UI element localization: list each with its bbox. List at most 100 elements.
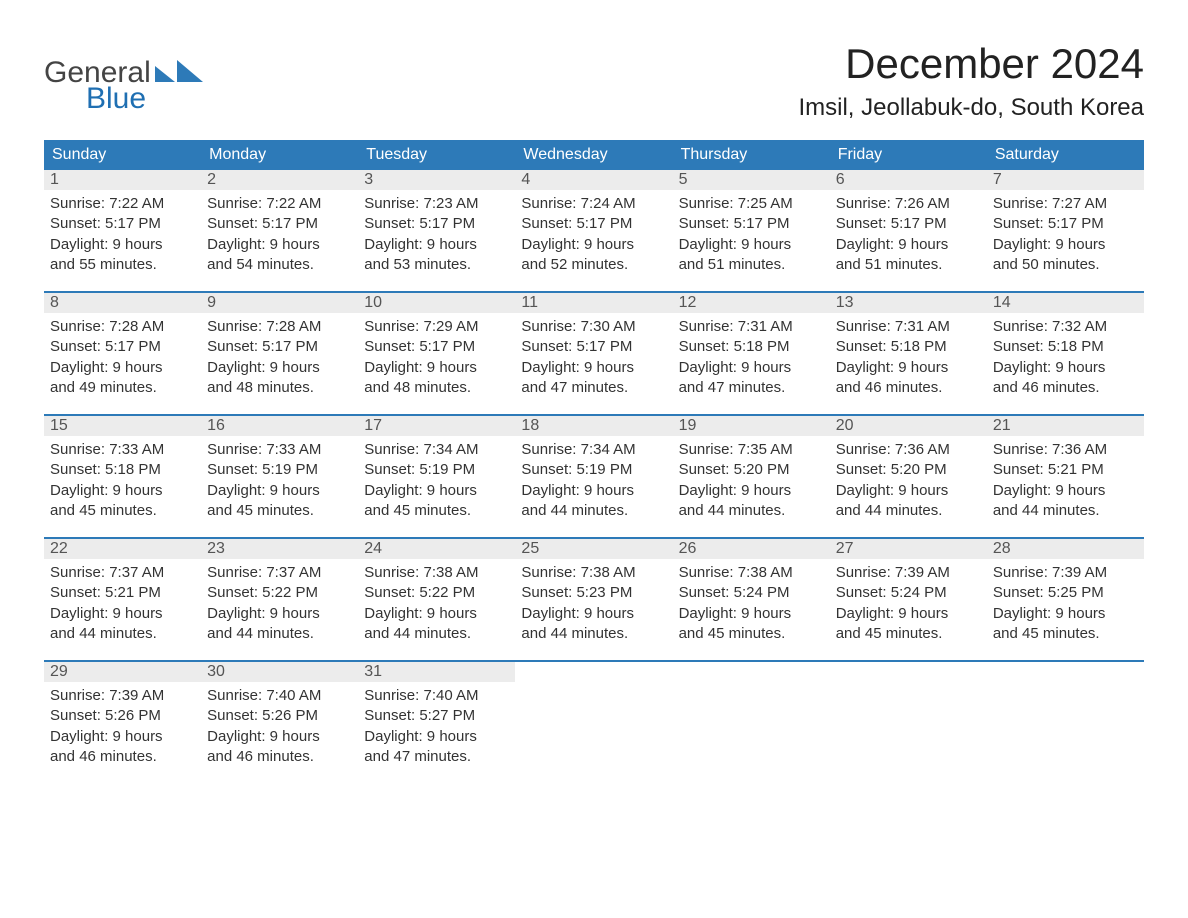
day-d1: Daylight: 9 hours bbox=[364, 481, 509, 501]
day-ss: Sunset: 5:21 PM bbox=[993, 460, 1138, 480]
day-sr: Sunrise: 7:31 AM bbox=[679, 317, 824, 337]
day-d2: and 44 minutes. bbox=[679, 501, 824, 521]
weekday-header: Thursday bbox=[673, 140, 830, 170]
day-number: 17 bbox=[358, 416, 515, 436]
calendar-day: 19Sunrise: 7:35 AMSunset: 5:20 PMDayligh… bbox=[673, 416, 830, 527]
day-number bbox=[673, 662, 830, 682]
day-d2: and 47 minutes. bbox=[521, 378, 666, 398]
day-d1: Daylight: 9 hours bbox=[364, 604, 509, 624]
weeks-container: 1Sunrise: 7:22 AMSunset: 5:17 PMDaylight… bbox=[44, 170, 1144, 773]
day-d2: and 46 minutes. bbox=[207, 747, 352, 767]
day-sr: Sunrise: 7:33 AM bbox=[207, 440, 352, 460]
calendar-day: 12Sunrise: 7:31 AMSunset: 5:18 PMDayligh… bbox=[673, 293, 830, 404]
day-details: Sunrise: 7:36 AMSunset: 5:20 PMDaylight:… bbox=[830, 436, 987, 527]
calendar-day: 5Sunrise: 7:25 AMSunset: 5:17 PMDaylight… bbox=[673, 170, 830, 281]
day-d1: Daylight: 9 hours bbox=[836, 235, 981, 255]
day-d1: Daylight: 9 hours bbox=[207, 358, 352, 378]
day-number: 5 bbox=[673, 170, 830, 190]
calendar-day: 10Sunrise: 7:29 AMSunset: 5:17 PMDayligh… bbox=[358, 293, 515, 404]
day-sr: Sunrise: 7:23 AM bbox=[364, 194, 509, 214]
day-d1: Daylight: 9 hours bbox=[50, 604, 195, 624]
calendar-day: 22Sunrise: 7:37 AMSunset: 5:21 PMDayligh… bbox=[44, 539, 201, 650]
day-number: 4 bbox=[515, 170, 672, 190]
day-ss: Sunset: 5:23 PM bbox=[521, 583, 666, 603]
day-number: 8 bbox=[44, 293, 201, 313]
day-sr: Sunrise: 7:25 AM bbox=[679, 194, 824, 214]
day-d1: Daylight: 9 hours bbox=[836, 358, 981, 378]
day-ss: Sunset: 5:18 PM bbox=[836, 337, 981, 357]
day-d2: and 51 minutes. bbox=[679, 255, 824, 275]
calendar-day: 16Sunrise: 7:33 AMSunset: 5:19 PMDayligh… bbox=[201, 416, 358, 527]
day-ss: Sunset: 5:18 PM bbox=[679, 337, 824, 357]
day-d1: Daylight: 9 hours bbox=[836, 481, 981, 501]
day-sr: Sunrise: 7:27 AM bbox=[993, 194, 1138, 214]
day-details: Sunrise: 7:28 AMSunset: 5:17 PMDaylight:… bbox=[44, 313, 201, 404]
day-sr: Sunrise: 7:38 AM bbox=[521, 563, 666, 583]
calendar-day: 9Sunrise: 7:28 AMSunset: 5:17 PMDaylight… bbox=[201, 293, 358, 404]
day-d2: and 44 minutes. bbox=[993, 501, 1138, 521]
day-details: Sunrise: 7:39 AMSunset: 5:24 PMDaylight:… bbox=[830, 559, 987, 650]
calendar-day: 31Sunrise: 7:40 AMSunset: 5:27 PMDayligh… bbox=[358, 662, 515, 773]
calendar-day: 2Sunrise: 7:22 AMSunset: 5:17 PMDaylight… bbox=[201, 170, 358, 281]
day-details: Sunrise: 7:37 AMSunset: 5:22 PMDaylight:… bbox=[201, 559, 358, 650]
day-d2: and 47 minutes. bbox=[679, 378, 824, 398]
day-details: Sunrise: 7:35 AMSunset: 5:20 PMDaylight:… bbox=[673, 436, 830, 527]
day-d2: and 44 minutes. bbox=[521, 624, 666, 644]
day-d1: Daylight: 9 hours bbox=[50, 481, 195, 501]
day-number bbox=[830, 662, 987, 682]
day-d1: Daylight: 9 hours bbox=[207, 604, 352, 624]
day-sr: Sunrise: 7:34 AM bbox=[521, 440, 666, 460]
day-details: Sunrise: 7:22 AMSunset: 5:17 PMDaylight:… bbox=[201, 190, 358, 281]
calendar-day: 29Sunrise: 7:39 AMSunset: 5:26 PMDayligh… bbox=[44, 662, 201, 773]
day-d2: and 45 minutes. bbox=[207, 501, 352, 521]
day-details: Sunrise: 7:22 AMSunset: 5:17 PMDaylight:… bbox=[44, 190, 201, 281]
calendar-day bbox=[515, 662, 672, 773]
day-details: Sunrise: 7:34 AMSunset: 5:19 PMDaylight:… bbox=[515, 436, 672, 527]
weekday-header: Wednesday bbox=[515, 140, 672, 170]
day-sr: Sunrise: 7:36 AM bbox=[836, 440, 981, 460]
day-number: 25 bbox=[515, 539, 672, 559]
day-details: Sunrise: 7:33 AMSunset: 5:19 PMDaylight:… bbox=[201, 436, 358, 527]
calendar-day: 3Sunrise: 7:23 AMSunset: 5:17 PMDaylight… bbox=[358, 170, 515, 281]
day-d1: Daylight: 9 hours bbox=[521, 481, 666, 501]
day-d1: Daylight: 9 hours bbox=[993, 358, 1138, 378]
weekday-header: Friday bbox=[830, 140, 987, 170]
day-ss: Sunset: 5:19 PM bbox=[364, 460, 509, 480]
day-number bbox=[515, 662, 672, 682]
day-d2: and 53 minutes. bbox=[364, 255, 509, 275]
day-sr: Sunrise: 7:39 AM bbox=[50, 686, 195, 706]
calendar-day: 13Sunrise: 7:31 AMSunset: 5:18 PMDayligh… bbox=[830, 293, 987, 404]
day-d2: and 45 minutes. bbox=[836, 624, 981, 644]
day-details: Sunrise: 7:33 AMSunset: 5:18 PMDaylight:… bbox=[44, 436, 201, 527]
day-sr: Sunrise: 7:31 AM bbox=[836, 317, 981, 337]
day-d1: Daylight: 9 hours bbox=[364, 727, 509, 747]
title-block: December 2024 Imsil, Jeollabuk-do, South… bbox=[798, 40, 1144, 122]
day-d2: and 44 minutes. bbox=[836, 501, 981, 521]
day-details: Sunrise: 7:23 AMSunset: 5:17 PMDaylight:… bbox=[358, 190, 515, 281]
day-ss: Sunset: 5:20 PM bbox=[679, 460, 824, 480]
day-details: Sunrise: 7:39 AMSunset: 5:26 PMDaylight:… bbox=[44, 682, 201, 773]
week-row: 1Sunrise: 7:22 AMSunset: 5:17 PMDaylight… bbox=[44, 170, 1144, 281]
day-d2: and 47 minutes. bbox=[364, 747, 509, 767]
day-d2: and 46 minutes. bbox=[836, 378, 981, 398]
calendar-day: 26Sunrise: 7:38 AMSunset: 5:24 PMDayligh… bbox=[673, 539, 830, 650]
header: General Blue December 2024 Imsil, Jeolla… bbox=[44, 40, 1144, 122]
calendar-day: 23Sunrise: 7:37 AMSunset: 5:22 PMDayligh… bbox=[201, 539, 358, 650]
page-title: December 2024 bbox=[798, 40, 1144, 88]
day-ss: Sunset: 5:25 PM bbox=[993, 583, 1138, 603]
location-subtitle: Imsil, Jeollabuk-do, South Korea bbox=[798, 94, 1144, 122]
day-d1: Daylight: 9 hours bbox=[521, 358, 666, 378]
day-d1: Daylight: 9 hours bbox=[364, 358, 509, 378]
weekday-header-row: SundayMondayTuesdayWednesdayThursdayFrid… bbox=[44, 140, 1144, 170]
day-number: 16 bbox=[201, 416, 358, 436]
day-number: 9 bbox=[201, 293, 358, 313]
day-d1: Daylight: 9 hours bbox=[993, 481, 1138, 501]
day-d2: and 44 minutes. bbox=[50, 624, 195, 644]
day-d1: Daylight: 9 hours bbox=[50, 358, 195, 378]
day-number: 26 bbox=[673, 539, 830, 559]
weekday-header: Monday bbox=[201, 140, 358, 170]
day-ss: Sunset: 5:17 PM bbox=[521, 337, 666, 357]
day-details: Sunrise: 7:40 AMSunset: 5:26 PMDaylight:… bbox=[201, 682, 358, 773]
day-number: 12 bbox=[673, 293, 830, 313]
day-ss: Sunset: 5:22 PM bbox=[207, 583, 352, 603]
